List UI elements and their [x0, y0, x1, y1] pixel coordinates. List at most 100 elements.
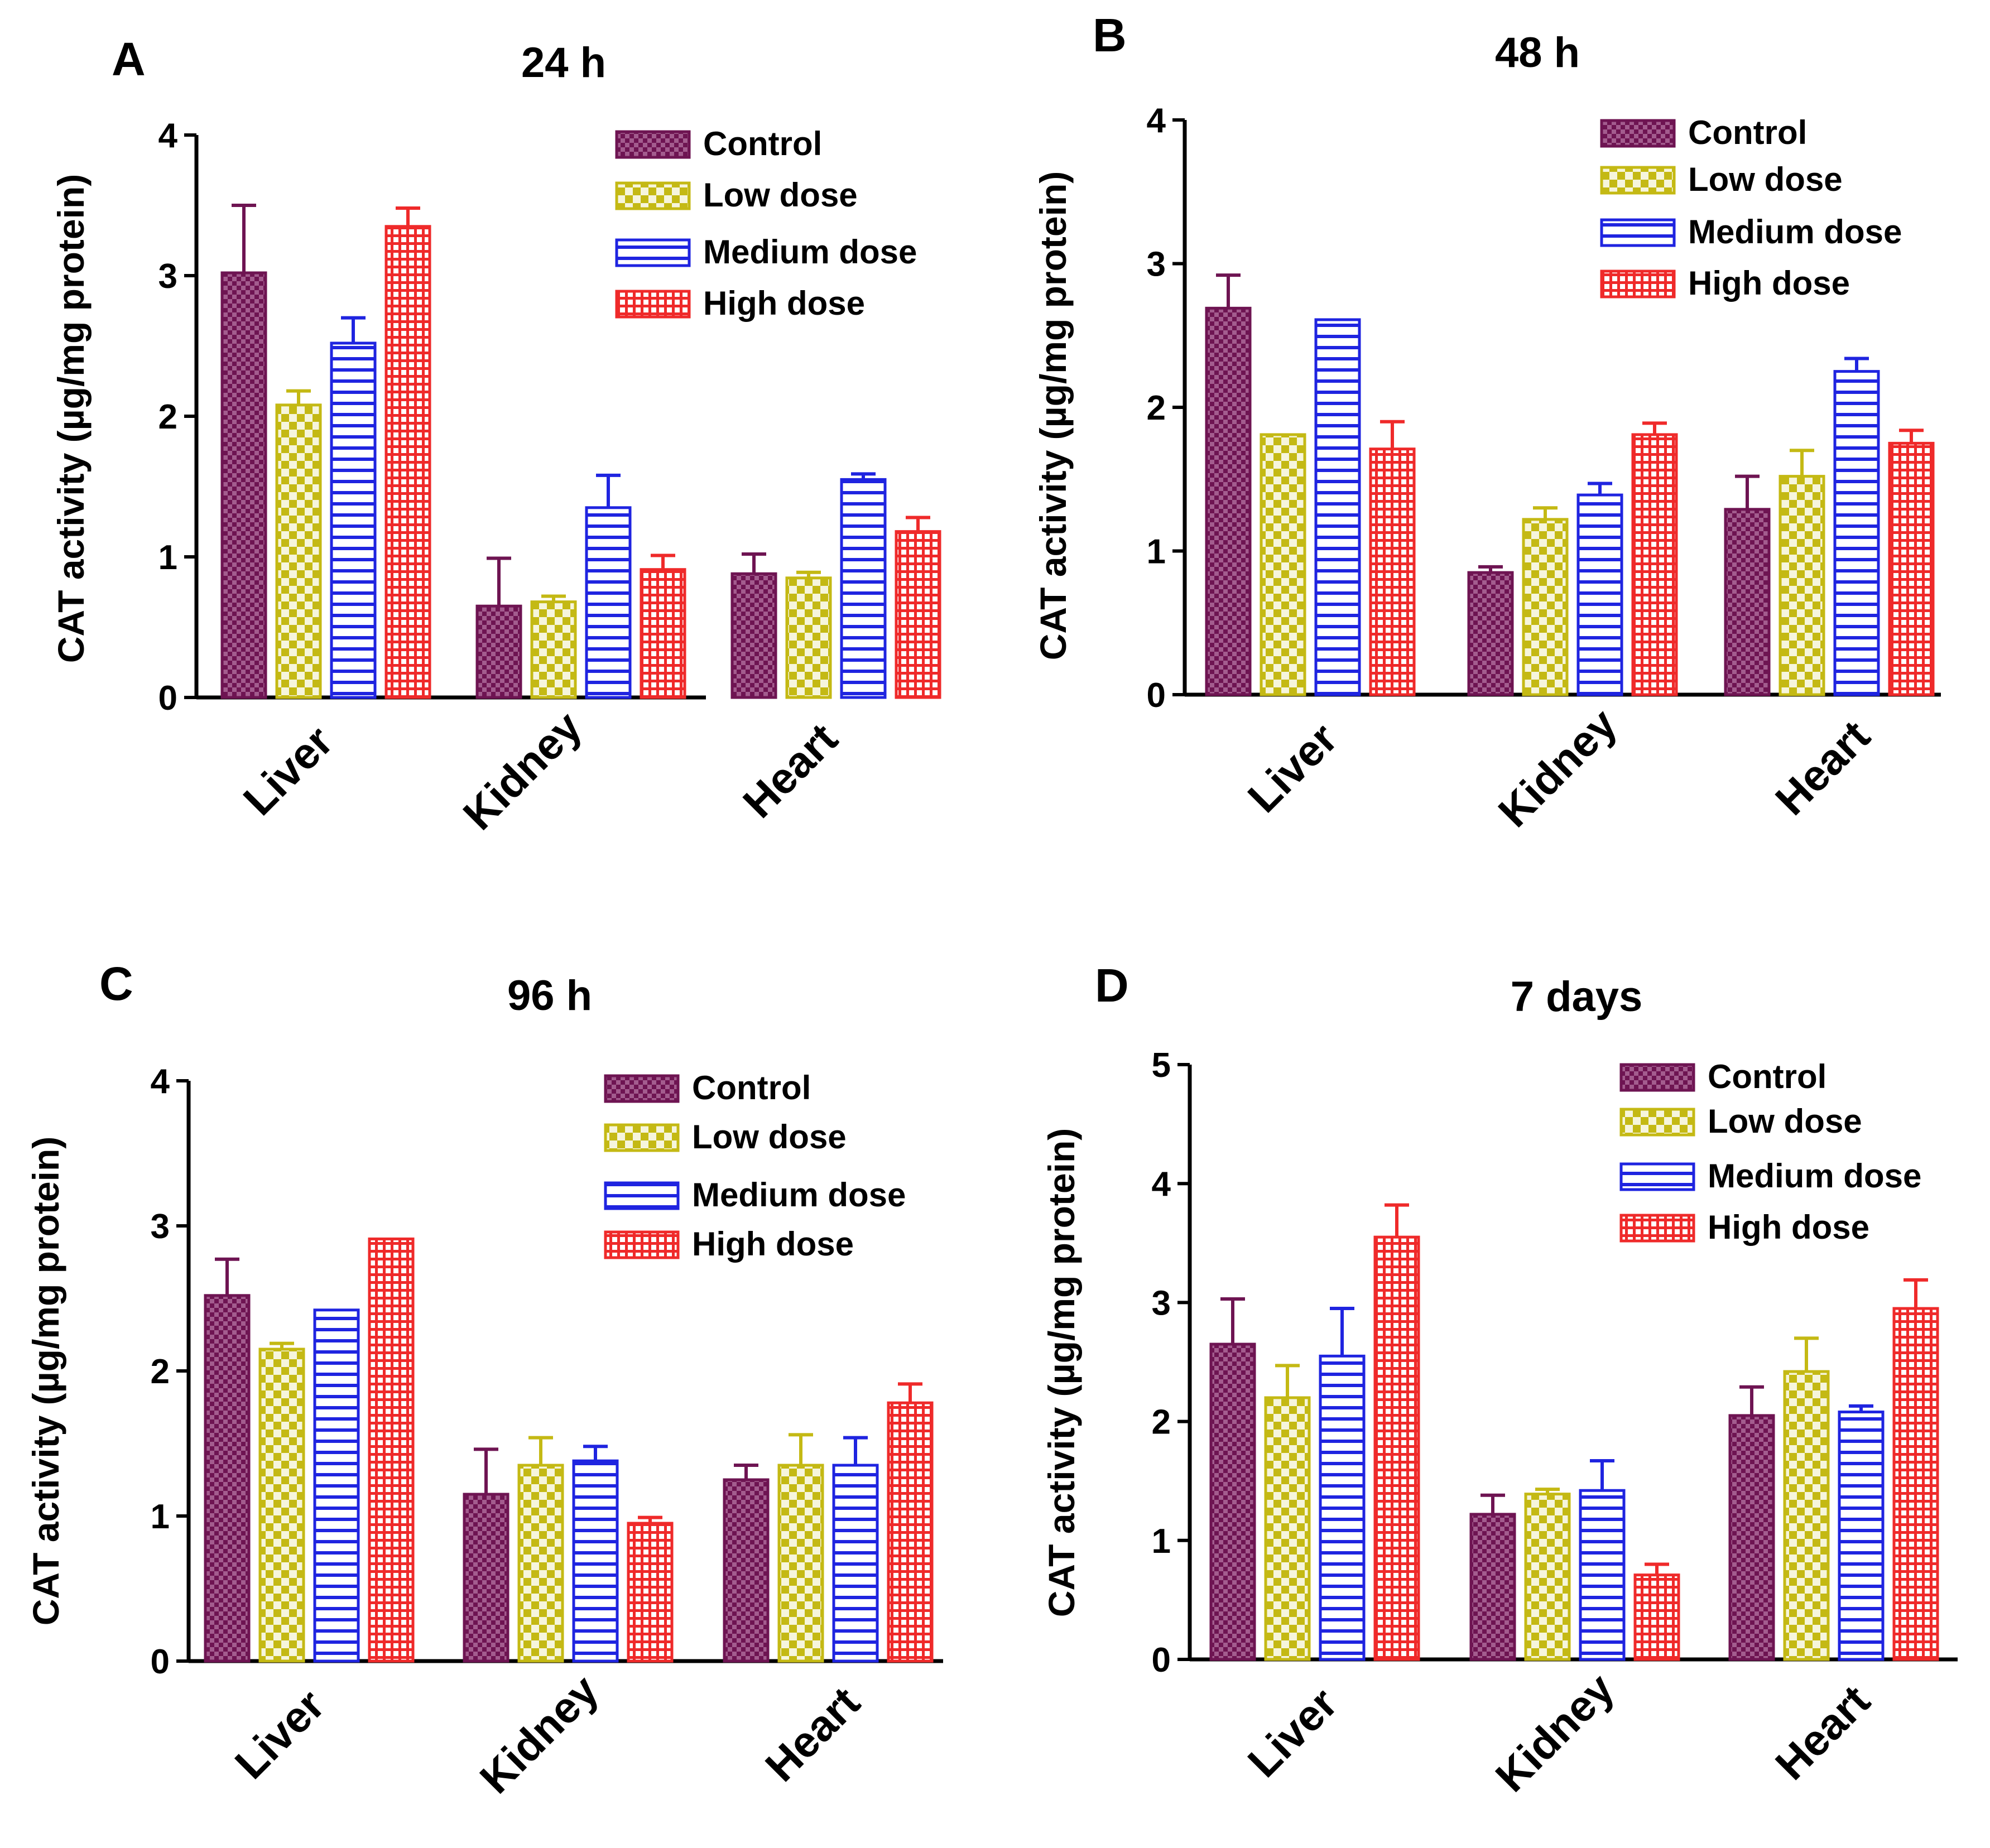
bar-low-dose-heart	[785, 576, 832, 699]
bar-high-dose-heart	[1892, 1307, 1939, 1661]
legend-label: Low dose	[1708, 1103, 1862, 1140]
x-tick-label: Kidney	[1486, 1664, 1623, 1801]
bar-control-liver	[1209, 1342, 1256, 1661]
legend-swatch	[604, 1230, 680, 1259]
panel-label: D	[1095, 959, 1129, 1012]
bar-medium-dose-heart	[840, 478, 887, 699]
chart-title: 48 h	[1495, 29, 1580, 76]
legend-swatch	[615, 238, 691, 267]
bar-high-dose-kidney	[1631, 433, 1678, 696]
legend-label: Control	[1688, 114, 1807, 151]
bar-medium-dose-heart	[1838, 1411, 1885, 1661]
y-axis-label: CAT activity (µg/mg protein)	[1041, 1128, 1082, 1618]
x-tick-label: Heart	[733, 714, 847, 827]
legend-label: Control	[703, 125, 822, 162]
x-tick-label: Liver	[1238, 714, 1347, 822]
panel-b: B 48 h CAT activity (µg/mg protein) 0 1 2 3…	[1032, 9, 1941, 836]
x-tick-label: Heart	[756, 1677, 869, 1791]
legend-label: Control	[692, 1069, 811, 1106]
y-tick-label: 2	[1152, 1403, 1171, 1442]
legend-swatch	[604, 1181, 680, 1210]
x-tick-label: Liver	[234, 716, 342, 825]
y-tick-label: 0	[1147, 676, 1166, 715]
bar-low-dose-liver	[258, 1348, 305, 1663]
bar-high-dose-heart	[887, 1401, 934, 1663]
bar-control-heart	[730, 572, 777, 699]
y-tick-label: 3	[158, 257, 177, 296]
panel-a: A 24 h CAT activity (µg/mg protein) 0 1 2 3…	[50, 33, 941, 839]
y-tick-label: 1	[158, 538, 177, 577]
bar-medium-dose-kidney	[585, 506, 632, 699]
legend-label: High dose	[692, 1225, 854, 1263]
y-tick-label: 1	[151, 1498, 170, 1536]
y-tick-label: 0	[1152, 1641, 1171, 1679]
bar-low-dose-kidney	[1522, 518, 1569, 696]
panel-label: C	[99, 957, 133, 1010]
legend-swatch	[604, 1074, 680, 1103]
bar-low-dose-heart	[1783, 1370, 1830, 1661]
bar-medium-dose-liver	[1314, 318, 1361, 696]
bar-control-kidney	[475, 604, 522, 699]
bar-low-dose-kidney	[1524, 1493, 1571, 1661]
legend-label: Medium dose	[692, 1176, 906, 1214]
bar-medium-dose-heart	[832, 1464, 879, 1663]
y-tick-label: 5	[1152, 1046, 1171, 1085]
bar-medium-dose-heart	[1833, 370, 1880, 696]
y-tick-label: 3	[151, 1207, 170, 1246]
bar-medium-dose-kidney	[1576, 493, 1623, 696]
legend-label: High dose	[1688, 264, 1850, 302]
bar-medium-dose-kidney	[572, 1459, 619, 1663]
x-tick-label: Heart	[1766, 1676, 1879, 1789]
legend-swatch	[1600, 119, 1676, 148]
y-axis-label: CAT activity (µg/mg protein)	[50, 174, 92, 663]
legend-swatch	[615, 290, 691, 319]
chart-title: 24 h	[521, 39, 606, 86]
bar-high-dose-kidney	[627, 1522, 674, 1663]
y-axis-label: CAT activity (µg/mg protein)	[25, 1137, 66, 1626]
bar-low-dose-liver	[1264, 1396, 1311, 1661]
legend-swatch	[615, 130, 691, 159]
bar-high-dose-heart	[1888, 441, 1935, 696]
legend-swatch	[1619, 1108, 1695, 1137]
y-tick-label: 4	[158, 117, 178, 155]
panel-c: C 96 h CAT activity (µg/mg protein) 0 1 2 3…	[25, 957, 943, 1803]
y-tick-label: 0	[158, 679, 177, 718]
y-tick-label: 4	[1152, 1165, 1171, 1204]
bar-control-heart	[1728, 1414, 1775, 1661]
bar-high-dose-liver	[1369, 447, 1416, 696]
bar-high-dose-kidney	[640, 568, 686, 699]
legend-label: Low dose	[692, 1118, 847, 1156]
bar-control-kidney	[463, 1493, 509, 1663]
bar-low-dose-heart	[1778, 475, 1825, 696]
legend-label: High dose	[1708, 1209, 1869, 1246]
x-tick-label: Heart	[1766, 711, 1879, 824]
x-tick-label: Liver	[1238, 1678, 1347, 1787]
y-tick-label: 4	[151, 1062, 170, 1101]
y-tick-label: 4	[1147, 102, 1166, 140]
bar-high-dose-liver	[1373, 1235, 1420, 1661]
x-tick-label: Kidney	[1489, 699, 1626, 836]
legend-swatch	[604, 1123, 680, 1152]
bar-control-heart	[723, 1478, 770, 1663]
y-tick-label: 3	[1152, 1284, 1171, 1322]
legend-swatch	[1619, 1162, 1695, 1191]
bar-low-dose-kidney	[517, 1464, 564, 1663]
legend-label: Control	[1708, 1058, 1826, 1095]
bar-control-heart	[1724, 508, 1771, 696]
bar-low-dose-liver	[275, 403, 322, 699]
bar-high-dose-liver	[384, 225, 431, 699]
panel-d: D 7 days CAT activity (µg/mg protein) 0 1…	[1041, 959, 1958, 1801]
legend-label: Medium dose	[1688, 213, 1902, 251]
legend-swatch	[1619, 1063, 1695, 1092]
legend-swatch	[1600, 270, 1676, 299]
bar-high-dose-liver	[368, 1237, 415, 1663]
legend-label: Medium dose	[703, 233, 917, 271]
y-tick-label: 1	[1147, 533, 1166, 571]
y-tick-label: 2	[1147, 389, 1166, 427]
bar-low-dose-heart	[777, 1464, 824, 1663]
legend-swatch	[1600, 218, 1676, 247]
chart-title: 7 days	[1511, 973, 1643, 1021]
bar-medium-dose-liver	[313, 1308, 360, 1663]
legend-swatch	[1600, 166, 1676, 195]
